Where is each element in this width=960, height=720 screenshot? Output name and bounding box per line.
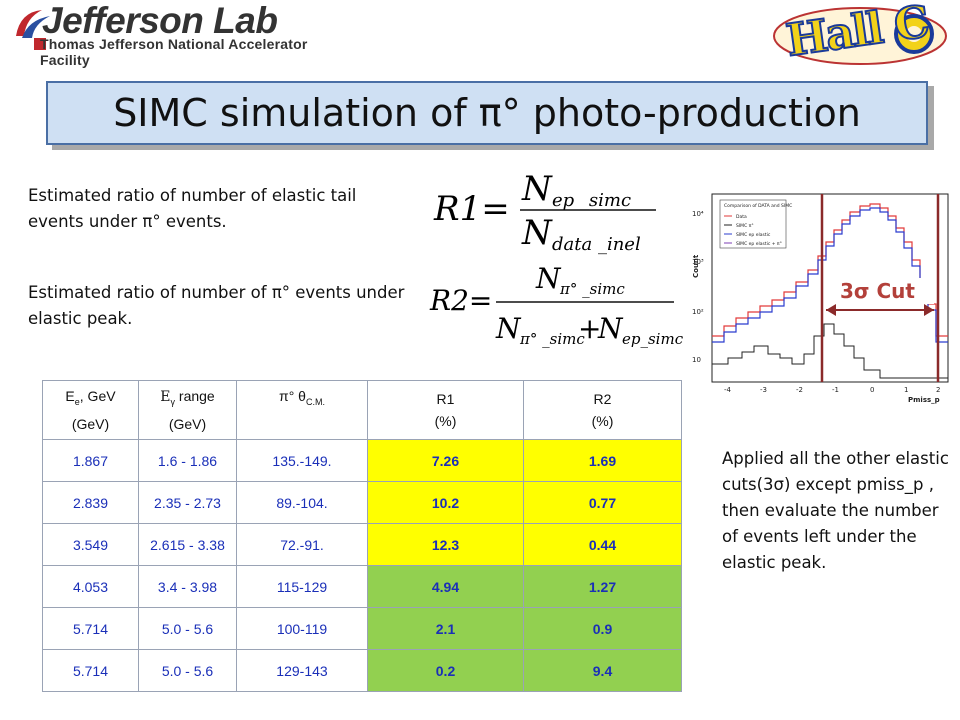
plot-xlabel: Pmiss_p: [908, 396, 940, 404]
table-row: 4.053 3.4 - 3.98 115-129 4.94 1.27: [42, 565, 682, 608]
jlab-swoosh-icon: [16, 10, 50, 38]
table-row: 2.839 2.35 - 2.73 89.-104. 10.2 0.77: [42, 481, 682, 524]
x-tick-label: -3: [760, 386, 767, 394]
cell-r2: 1.27: [523, 565, 682, 608]
cell-egamma: 3.4 - 3.98: [138, 565, 237, 608]
cut-label: 3σ Cut: [840, 279, 915, 303]
simc-pi0-histogram: [712, 323, 948, 379]
cell-egamma: 5.0 - 5.6: [138, 649, 237, 692]
col-header-r1: R1 (%): [367, 380, 524, 440]
cell-ee: 2.839: [42, 481, 139, 524]
r2-num-base: N: [535, 262, 562, 295]
r2-den-b-base: N: [597, 312, 624, 345]
x-tick-label: 2: [936, 386, 940, 394]
x-tick-label: -1: [832, 386, 839, 394]
cell-theta: 72.-91.: [236, 523, 368, 566]
legend-entry: SIMC ep elastic: [736, 232, 771, 238]
cell-theta: 129-143: [236, 649, 368, 692]
jlab-red-square: [34, 38, 46, 50]
jefferson-lab-logo: Jefferson Lab Thomas Jefferson National …: [12, 0, 352, 68]
r2-den-a-base: N: [495, 312, 522, 345]
y-tick-label: 10: [692, 356, 701, 364]
legend-entry: SIMC π°: [736, 223, 754, 229]
cell-theta: 135.-149.: [236, 439, 368, 482]
cell-ee: 3.549: [42, 523, 139, 566]
plot-ylabel: Count: [692, 254, 700, 278]
table-header-row: Ee, GeV (GeV) Eγ range (GeV) π° θC.M. R1…: [42, 380, 682, 440]
r1-description: Estimated ratio of number of elastic tai…: [28, 186, 357, 231]
procedure-note: Applied all the other elastic cuts(3σ) e…: [722, 449, 949, 572]
y-tick-label: 10⁴: [692, 210, 704, 218]
x-tick-label: -2: [796, 386, 803, 394]
col-header-ee: Ee, GeV (GeV): [42, 380, 139, 440]
table-row: 5.714 5.0 - 5.6 100-119 2.1 0.9: [42, 607, 682, 650]
simc-elastic-histogram: [712, 207, 948, 343]
cell-egamma: 2.35 - 2.73: [138, 481, 237, 524]
x-tick-label: 0: [870, 386, 874, 394]
x-tick-label: 1: [904, 386, 908, 394]
r2-lhs: R2=: [429, 284, 492, 317]
cell-r2: 0.9: [523, 607, 682, 650]
col-header-egamma: Eγ range (GeV): [138, 380, 237, 440]
table-row: 3.549 2.615 - 3.38 72.-91. 12.3 0.44: [42, 523, 682, 566]
cell-r2: 1.69: [523, 439, 682, 482]
r2-den-a-sub: π° _simc: [519, 330, 585, 348]
pmiss-histogram-plot: 10 10² 10³ 10⁴ Count -4 -3 -2 -1 0 1 2 P…: [684, 186, 954, 408]
x-tick-label: -4: [724, 386, 732, 394]
cell-ee: 4.053: [42, 565, 139, 608]
legend-entry: SIMC ep elastic + π°: [736, 241, 782, 247]
col-header-theta: π° θC.M.: [236, 380, 368, 440]
legend-title: Comparison of DATA and SIMC: [724, 203, 792, 209]
r2-num-sub: π° _simc: [559, 280, 625, 298]
cell-ee: 5.714: [42, 607, 139, 650]
r1-den-base: N: [521, 213, 553, 253]
jlab-logo-main-text: Jefferson Lab: [42, 0, 278, 41]
cell-r1: 7.26: [367, 439, 524, 482]
table-row: 1.867 1.6 - 1.86 135.-149. 7.26 1.69: [42, 439, 682, 482]
cut-label-background: [834, 278, 934, 304]
cut-arrow-right-head-icon: [924, 304, 934, 316]
y-tick-label: 10³: [692, 258, 704, 266]
cell-r1: 10.2: [367, 481, 524, 524]
cell-r2: 0.77: [523, 481, 682, 524]
r2-description: Estimated ratio of number of π° events u…: [28, 283, 405, 328]
cell-ee: 5.714: [42, 649, 139, 692]
r1-num-base: N: [521, 169, 553, 209]
page-title: SIMC simulation of π° photo-production: [113, 91, 861, 135]
col-header-r2: R2 (%): [523, 380, 682, 440]
cell-egamma: 5.0 - 5.6: [138, 607, 237, 650]
cut-arrow-left-head-icon: [826, 304, 836, 316]
cell-theta: 115-129: [236, 565, 368, 608]
cell-egamma: 1.6 - 1.86: [138, 439, 237, 482]
r1-lhs: R1=: [433, 189, 510, 229]
r2-formula: R2= N π° _simc N π° _simc + N ep_simc: [429, 262, 684, 348]
r1-den-sub: data _inel: [552, 234, 641, 255]
cell-r2: 9.4: [523, 649, 682, 692]
r1-formula: R1= N ep _simc N data _inel: [433, 169, 656, 255]
jlab-logo-sub-text: Thomas Jefferson National Accelerator Fa…: [40, 36, 308, 68]
hall-c-logo: Hall C: [768, 0, 948, 68]
y-tick-label: 10²: [692, 308, 704, 316]
r1-num-sub: ep _simc: [552, 190, 631, 211]
cell-r1: 0.2: [367, 649, 524, 692]
cell-theta: 100-119: [236, 607, 368, 650]
title-banner: SIMC simulation of π° photo-production: [46, 81, 928, 145]
legend-entry: Data: [736, 214, 747, 220]
cell-ee: 1.867: [42, 439, 139, 482]
results-table: Ee, GeV (GeV) Eγ range (GeV) π° θC.M. R1…: [42, 380, 682, 692]
r2-den-plus: +: [578, 312, 601, 345]
cell-r1: 4.94: [367, 565, 524, 608]
plot-legend: [719, 199, 787, 249]
cell-r1: 2.1: [367, 607, 524, 650]
plot-frame: [711, 193, 949, 383]
cell-theta: 89.-104.: [236, 481, 368, 524]
cell-egamma: 2.615 - 3.38: [138, 523, 237, 566]
hall-c-badge-icon: [773, 7, 947, 65]
cell-r1: 12.3: [367, 523, 524, 566]
table-row: 5.714 5.0 - 5.6 129-143 0.2 9.4: [42, 649, 682, 692]
cell-r2: 0.44: [523, 523, 682, 566]
r2-den-b-sub: ep_simc: [622, 330, 684, 348]
